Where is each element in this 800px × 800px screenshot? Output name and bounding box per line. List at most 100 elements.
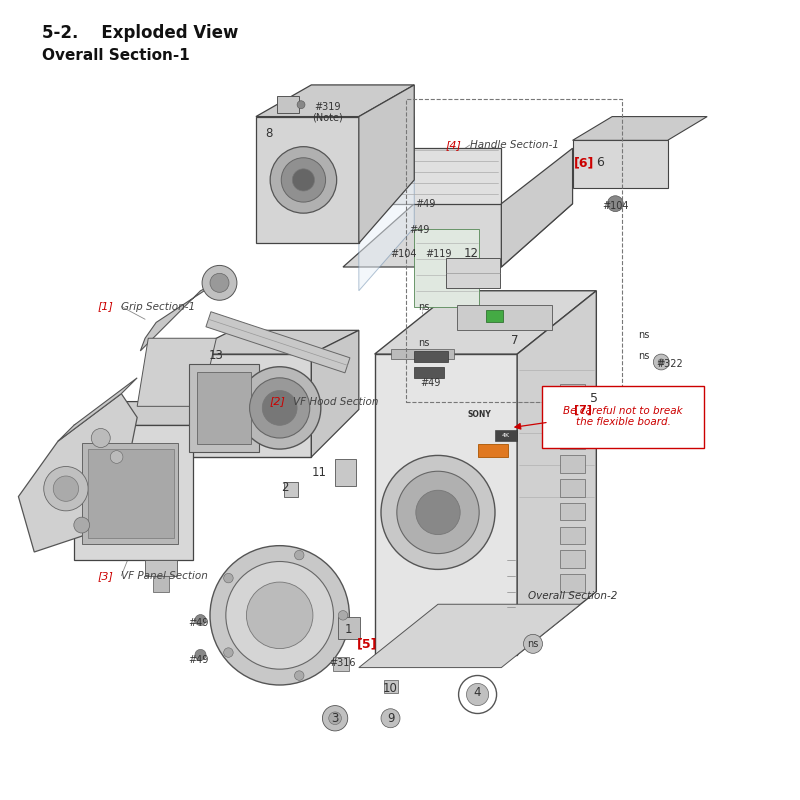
Text: [6]: [6] [574, 156, 594, 169]
Circle shape [381, 455, 495, 570]
FancyBboxPatch shape [414, 229, 479, 306]
Text: [2]: [2] [270, 397, 286, 406]
Circle shape [74, 517, 90, 533]
Text: #49: #49 [188, 654, 208, 665]
Circle shape [658, 359, 665, 365]
Text: Grip Section-1: Grip Section-1 [122, 302, 195, 311]
FancyBboxPatch shape [190, 363, 259, 452]
Polygon shape [74, 426, 193, 560]
Polygon shape [502, 148, 573, 267]
Polygon shape [256, 85, 414, 117]
Text: 9: 9 [386, 712, 394, 725]
Text: ns: ns [418, 338, 430, 348]
Text: 6: 6 [596, 156, 604, 169]
Text: [7]: [7] [574, 405, 592, 415]
Circle shape [202, 266, 237, 300]
FancyBboxPatch shape [384, 680, 398, 693]
Text: #49: #49 [188, 618, 208, 628]
FancyBboxPatch shape [478, 444, 508, 457]
Text: #316: #316 [330, 658, 356, 668]
Text: #319: #319 [314, 102, 341, 112]
FancyBboxPatch shape [88, 449, 174, 538]
Text: VF Panel Section: VF Panel Section [122, 570, 208, 581]
Text: 5: 5 [590, 392, 598, 405]
Circle shape [110, 450, 123, 463]
Circle shape [44, 466, 88, 511]
Polygon shape [185, 354, 311, 457]
Polygon shape [256, 117, 359, 243]
Circle shape [292, 169, 314, 191]
Text: ns: ns [638, 330, 650, 340]
FancyBboxPatch shape [414, 366, 444, 378]
FancyBboxPatch shape [560, 384, 586, 402]
FancyBboxPatch shape [446, 258, 500, 287]
Text: ns: ns [418, 302, 430, 311]
FancyBboxPatch shape [560, 479, 586, 497]
Text: [1]: [1] [98, 302, 114, 311]
Polygon shape [573, 140, 667, 188]
Text: 1: 1 [345, 623, 352, 636]
Circle shape [91, 429, 110, 447]
Text: 12: 12 [464, 247, 478, 260]
Circle shape [607, 196, 623, 211]
Text: SONY: SONY [467, 410, 491, 419]
FancyBboxPatch shape [390, 350, 454, 359]
Circle shape [238, 366, 321, 449]
Text: 7: 7 [511, 334, 518, 347]
Text: #322: #322 [656, 359, 682, 370]
Circle shape [210, 546, 350, 685]
FancyBboxPatch shape [560, 550, 586, 568]
Text: (Note): (Note) [312, 112, 342, 122]
Polygon shape [374, 354, 517, 655]
Text: 5-2.    Exploded View: 5-2. Exploded View [42, 24, 238, 42]
Text: Overall Section-1: Overall Section-1 [42, 48, 190, 62]
Polygon shape [374, 290, 596, 354]
FancyBboxPatch shape [457, 305, 552, 330]
FancyBboxPatch shape [338, 617, 361, 639]
Text: #104: #104 [602, 201, 629, 211]
FancyBboxPatch shape [278, 96, 299, 114]
Polygon shape [573, 117, 707, 140]
Polygon shape [58, 378, 137, 441]
Circle shape [294, 550, 304, 560]
Text: Handle Section-1: Handle Section-1 [470, 140, 558, 150]
Polygon shape [140, 283, 216, 351]
Text: 2: 2 [282, 481, 289, 494]
Polygon shape [185, 330, 359, 354]
Text: 4K: 4K [502, 433, 510, 438]
Circle shape [210, 274, 229, 292]
FancyBboxPatch shape [560, 526, 586, 544]
Circle shape [250, 378, 310, 438]
Text: [5]: [5] [357, 638, 377, 650]
Polygon shape [311, 330, 359, 457]
Circle shape [195, 650, 206, 661]
Polygon shape [18, 394, 137, 552]
Circle shape [270, 146, 337, 213]
FancyBboxPatch shape [560, 503, 586, 520]
FancyBboxPatch shape [495, 430, 517, 441]
Text: ns: ns [527, 639, 538, 649]
Polygon shape [206, 312, 350, 373]
Text: 13: 13 [209, 349, 224, 362]
Text: 3: 3 [331, 712, 338, 725]
Text: 10: 10 [383, 682, 398, 695]
Circle shape [224, 648, 233, 658]
FancyBboxPatch shape [414, 351, 447, 362]
Circle shape [195, 614, 206, 626]
Text: #49: #49 [410, 225, 430, 234]
Text: 8: 8 [266, 126, 273, 140]
Polygon shape [145, 560, 177, 576]
FancyBboxPatch shape [82, 442, 178, 544]
Text: 11: 11 [312, 466, 326, 479]
Polygon shape [343, 204, 573, 267]
Text: Overall Section-2: Overall Section-2 [528, 591, 618, 602]
Circle shape [381, 709, 400, 728]
Circle shape [338, 610, 348, 620]
Polygon shape [137, 338, 216, 406]
FancyBboxPatch shape [542, 386, 704, 447]
Polygon shape [359, 604, 581, 667]
Polygon shape [153, 576, 169, 591]
Circle shape [322, 706, 348, 731]
Circle shape [54, 476, 78, 502]
Circle shape [397, 471, 479, 554]
